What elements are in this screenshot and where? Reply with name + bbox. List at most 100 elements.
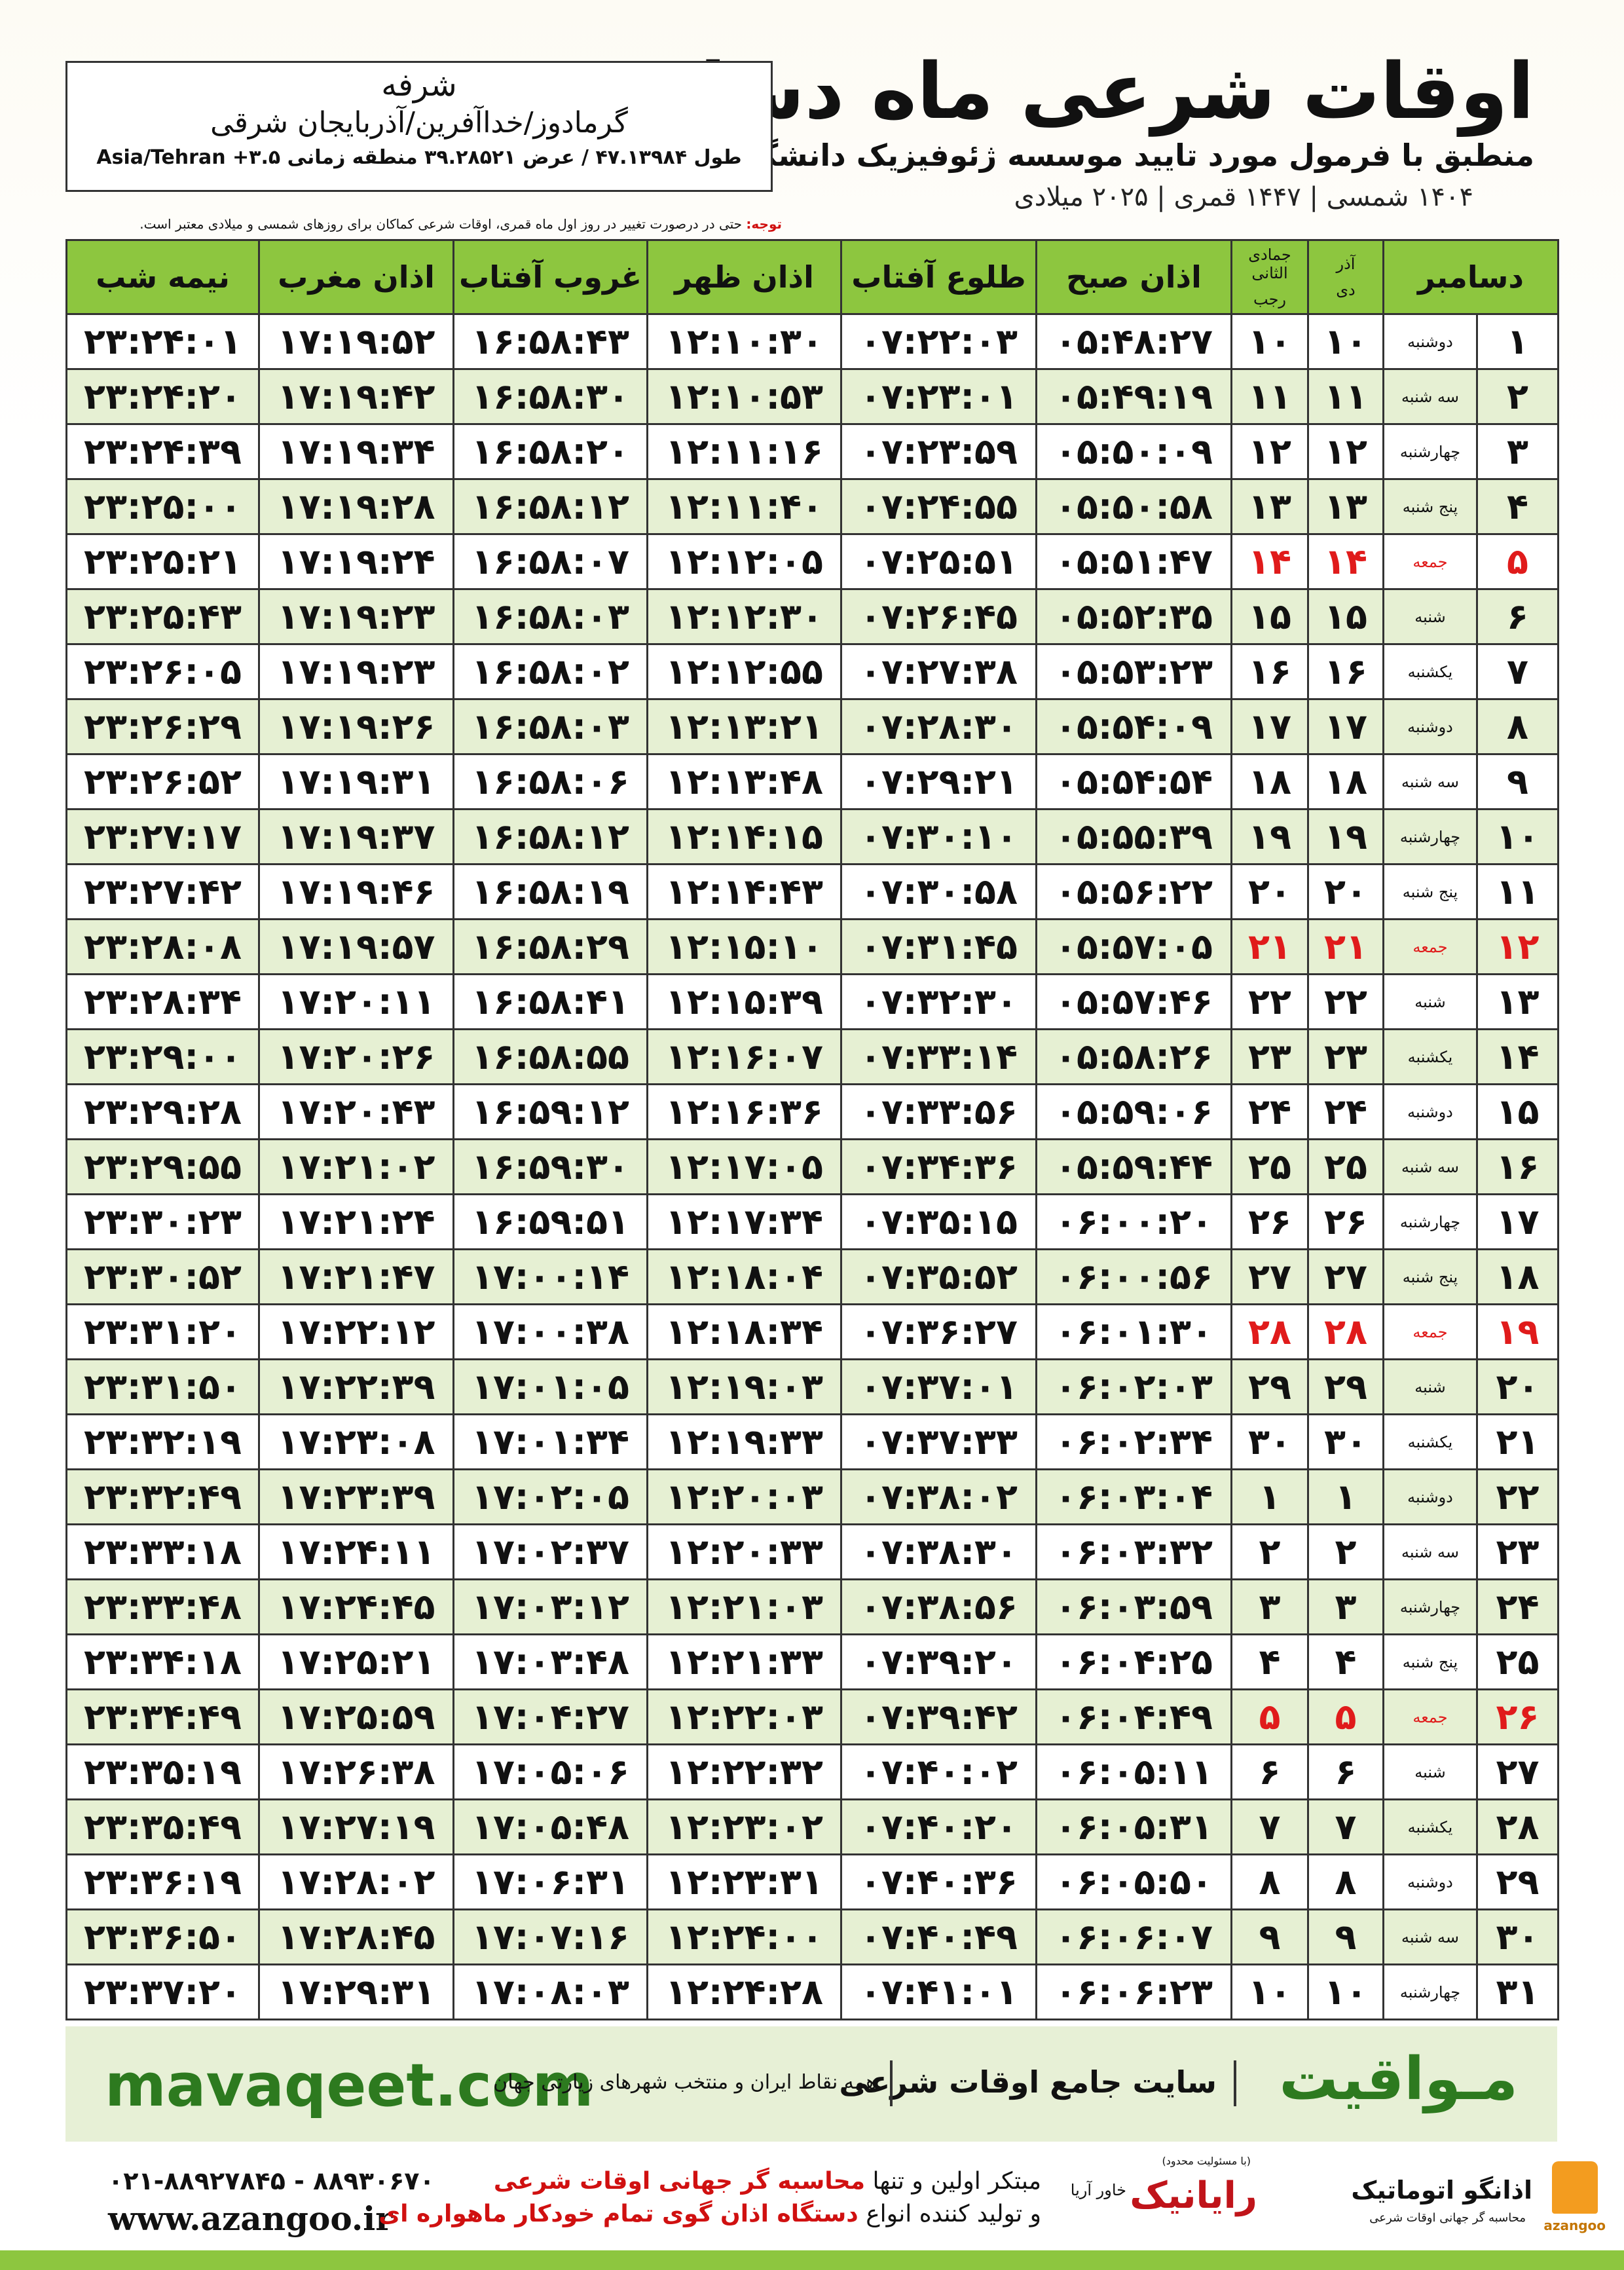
location-name: شرفه — [381, 67, 457, 103]
weekday: چهارشنبه — [1382, 1578, 1478, 1635]
weekday: چهارشنبه — [1382, 808, 1478, 865]
cell: ۱۷:۰۰:۱۴ — [452, 1248, 648, 1305]
cell: ۱۷:۲۳:۳۹ — [258, 1468, 454, 1525]
row: ۶ شنبه ۱۵ ۱۵ ۰۵:۵۲:۳۵ ۰۷:۲۶:۴۵ ۱۲:۱۲:۳۰ ۱۶:۵۸:۰… — [65, 588, 1559, 645]
column-header: طلوع آفتاب — [840, 239, 1037, 315]
cell: ۰۵:۵۳:۲۳ — [1035, 643, 1232, 700]
cell: ۱۷:۱۹:۲۳ — [258, 643, 454, 700]
cell: ۱۷:۲۷:۱۹ — [258, 1798, 454, 1855]
cell: ۲۴ — [1230, 1083, 1309, 1140]
cell: ۲۳:۲۶:۰۵ — [65, 643, 260, 700]
cell: ۴ — [1307, 1633, 1384, 1690]
cell: ۲۳:۳۱:۵۰ — [65, 1358, 260, 1415]
cell: ۱۷:۰۷:۱۶ — [452, 1908, 648, 1965]
cell: ۹ — [1230, 1908, 1309, 1965]
weekday: جمعه — [1382, 918, 1478, 975]
cell: ۰۶:۰۳:۵۹ — [1035, 1578, 1232, 1635]
cell: ۱۶:۵۸:۴۱ — [452, 973, 648, 1030]
row: ۲۸ یکشنبه ۷ ۷ ۰۶:۰۵:۳۱ ۰۷:۴۰:۲۰ ۱۲:۲۳:۰۲ ۱۷:۰۵:… — [65, 1798, 1559, 1855]
cell: ۱۶:۵۸:۱۹ — [452, 863, 648, 920]
cell: ۱۱ — [1307, 368, 1384, 425]
column-header: جمادی الثانی رجب — [1230, 239, 1309, 315]
cell: ۱۶:۵۸:۲۹ — [452, 918, 648, 975]
cell: ۱ — [1230, 1468, 1309, 1525]
row: ۱۴ یکشنبه ۲۳ ۲۳ ۰۵:۵۸:۲۶ ۰۷:۳۳:۱۴ ۱۲:۱۶:۰۷ ۱۶:۵… — [65, 1028, 1559, 1085]
cell: ۰۷:۳۳:۵۶ — [840, 1083, 1037, 1140]
cell: ۰۷:۴۱:۰۱ — [840, 1963, 1037, 2020]
location-coords: طول ۴۷.۱۳۹۸۴ / عرض ۳۹.۲۸۵۲۱ منطقه زمانی … — [96, 146, 742, 169]
weekday: دوشنبه — [1382, 313, 1478, 370]
weekday: پنج شنبه — [1382, 863, 1478, 920]
cell: ۱۲:۱۴:۴۳ — [646, 863, 842, 920]
cell: ۲۹ — [1230, 1358, 1309, 1415]
weekday: سه شنبه — [1382, 1908, 1478, 1965]
cell: ۱۷:۲۰:۱۱ — [258, 973, 454, 1030]
note: توجه: حتی در درصورت تغییر در روز اول ماه… — [65, 216, 782, 232]
cell: ۱۷:۲۶:۳۸ — [258, 1743, 454, 1800]
day: ۲۶ — [1476, 1688, 1559, 1745]
banner-tagline: سایت جامع اوقات شرعی — [839, 2064, 1217, 2100]
day: ۲۷ — [1476, 1743, 1559, 1800]
row: ۱۸ پنج شنبه ۲۷ ۲۷ ۰۶:۰۰:۵۶ ۰۷:۳۵:۵۲ ۱۲:۱۸:۰۴ ۱۷… — [65, 1248, 1559, 1305]
subtitle: منطبق با فرمول مورد تایید موسسه ژئوفیزیک… — [635, 138, 1534, 173]
cell: ۵ — [1230, 1688, 1309, 1745]
cell: ۱۵ — [1307, 588, 1384, 645]
weekday: دوشنبه — [1382, 1853, 1478, 1910]
cell: ۰۷:۳۰:۵۸ — [840, 863, 1037, 920]
note-text: حتی در درصورت تغییر در روز اول ماه قمری،… — [139, 216, 743, 232]
cell: ۲۳:۳۲:۴۹ — [65, 1468, 260, 1525]
cell: ۰۷:۳۸:۳۰ — [840, 1523, 1037, 1580]
row: ۲۲ دوشنبه ۱ ۱ ۰۶:۰۳:۰۴ ۰۷:۳۸:۰۲ ۱۲:۲۰:۰۳ ۱۷:۰۲:… — [65, 1468, 1559, 1525]
cell: ۰۶:۰۰:۵۶ — [1035, 1248, 1232, 1305]
cell: ۱۷:۰۵:۴۸ — [452, 1798, 648, 1855]
cell: ۱۷:۰۵:۰۶ — [452, 1743, 648, 1800]
cell: ۰۵:۵۸:۲۶ — [1035, 1028, 1232, 1085]
cell: ۸ — [1307, 1853, 1384, 1910]
cell: ۰۷:۲۶:۴۵ — [840, 588, 1037, 645]
cell: ۱۸ — [1230, 753, 1309, 810]
cell: ۱۲:۱۲:۳۰ — [646, 588, 842, 645]
cell: ۱۷:۲۵:۵۹ — [258, 1688, 454, 1745]
weekday: سه شنبه — [1382, 753, 1478, 810]
cell: ۲۳:۳۶:۱۹ — [65, 1853, 260, 1910]
day: ۱ — [1476, 313, 1559, 370]
cell: ۲۰ — [1230, 863, 1309, 920]
day: ۱۰ — [1476, 808, 1559, 865]
cell: ۲ — [1230, 1523, 1309, 1580]
cell: ۴ — [1230, 1633, 1309, 1690]
cell: ۰۶:۰۳:۳۲ — [1035, 1523, 1232, 1580]
logo-azangoo: اذانگو اتوماتیک — [1351, 2176, 1532, 2205]
cell: ۰۶:۰۰:۲۰ — [1035, 1193, 1232, 1250]
cell: ۱۲:۲۴:۲۸ — [646, 1963, 842, 2020]
cell: ۰۵:۴۸:۲۷ — [1035, 313, 1232, 370]
cell: ۲۳:۳۴:۱۸ — [65, 1633, 260, 1690]
cell: ۲۹ — [1307, 1358, 1384, 1415]
cell: ۱ — [1307, 1468, 1384, 1525]
cell: ۱۲:۱۴:۱۵ — [646, 808, 842, 865]
cell: ۲۷ — [1307, 1248, 1384, 1305]
cell: ۰۶:۰۵:۳۱ — [1035, 1798, 1232, 1855]
cell: ۲۶ — [1230, 1193, 1309, 1250]
cell: ۳۰ — [1230, 1413, 1309, 1470]
cell: ۲۳:۳۷:۲۰ — [65, 1963, 260, 2020]
contact: ۰۲۱-۸۸۹۲۷۸۴۵ - ۸۸۹۳۰۶۷۰ www.azangoo.ir م… — [0, 2148, 1624, 2246]
row: ۲۵ پنج شنبه ۴ ۴ ۰۶:۰۴:۲۵ ۰۷:۳۹:۲۰ ۱۲:۲۱:۳۳ ۱۷:۰… — [65, 1633, 1559, 1690]
day: ۱۹ — [1476, 1303, 1559, 1360]
day: ۲۴ — [1476, 1578, 1559, 1635]
logo-azangoo-sub: محاسبه گر جهانی اوقات شرعی — [1369, 2211, 1526, 2225]
cell: ۱۶:۵۸:۱۲ — [452, 478, 648, 535]
weekday: شنبه — [1382, 1743, 1478, 1800]
cell: ۱۲:۲۰:۳۳ — [646, 1523, 842, 1580]
cell: ۱۷:۱۹:۳۱ — [258, 753, 454, 810]
cell: ۱۵ — [1230, 588, 1309, 645]
logo-khavar: خاور آریا — [1070, 2181, 1126, 2199]
cell: ۰۵:۵۶:۲۲ — [1035, 863, 1232, 920]
column-header: اذان ظهر — [646, 239, 842, 315]
cell: ۸ — [1230, 1853, 1309, 1910]
cell: ۰۷:۳۷:۳۳ — [840, 1413, 1037, 1470]
separator — [890, 2060, 893, 2106]
cell: ۱۰ — [1230, 1963, 1309, 2020]
cell: ۱۷:۰۸:۰۳ — [452, 1963, 648, 2020]
cell: ۱۹ — [1230, 808, 1309, 865]
cell: ۰۶:۰۴:۲۵ — [1035, 1633, 1232, 1690]
